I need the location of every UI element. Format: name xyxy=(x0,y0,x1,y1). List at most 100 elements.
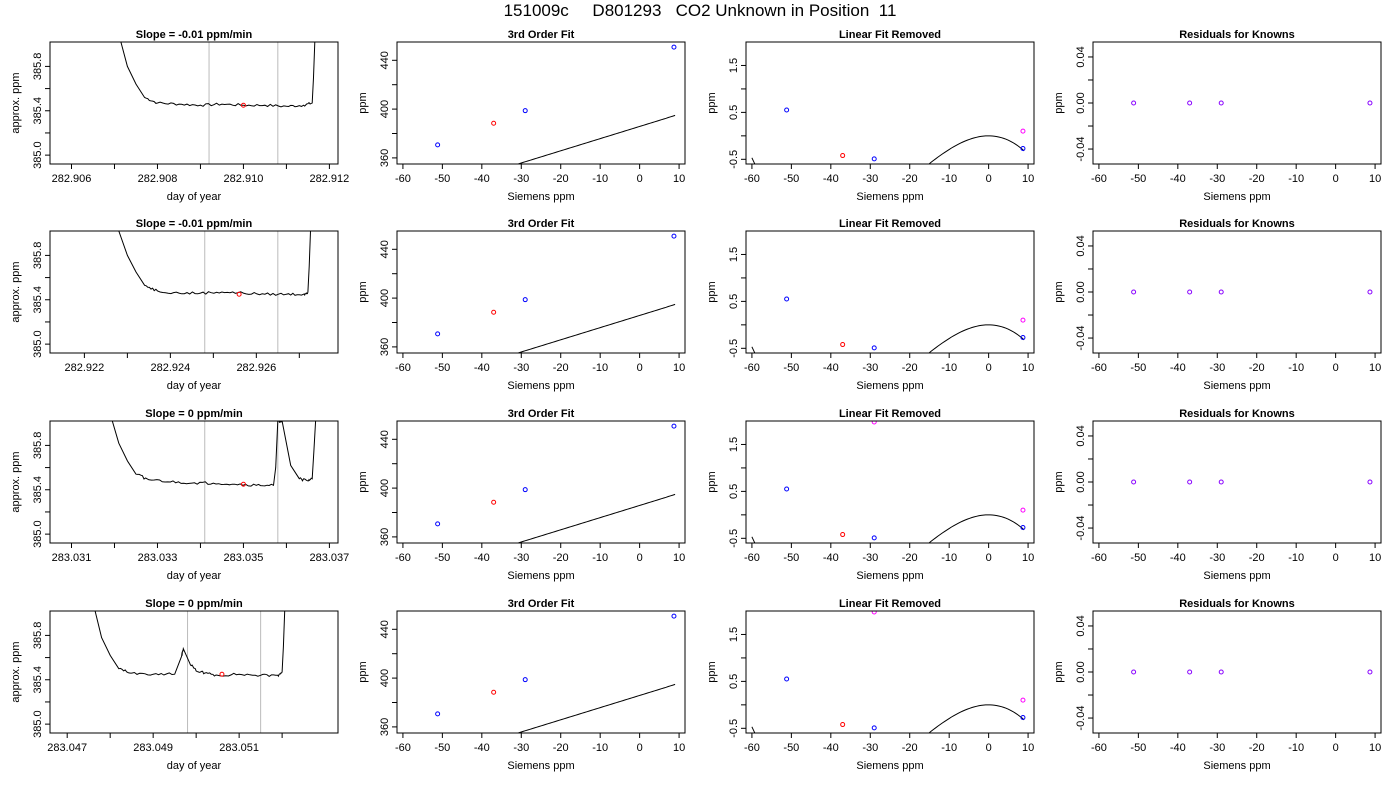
x-tick-label: 10 xyxy=(673,362,685,374)
panel-residuals-4: Residuals for Knowns -60 -50 -40 -30 -20 -10 0 1… xyxy=(1053,598,1382,772)
data-point xyxy=(840,153,846,159)
data-point xyxy=(671,613,677,619)
plot-area xyxy=(1131,479,1373,485)
x-tick-label: 282.912 xyxy=(310,173,350,185)
x-tick-label: -10 xyxy=(941,173,957,185)
x-tick-label: 10 xyxy=(673,742,685,754)
x-tick-label: -60 xyxy=(395,742,411,754)
panel-residuals-2: Residuals for Knowns -60 -50 -40 -30 -20 -10 0 1… xyxy=(1053,218,1382,392)
plot-area xyxy=(751,421,1026,543)
x-axis-label: Siemens ppm xyxy=(507,570,574,582)
y-tick-label: 0.04 xyxy=(1075,46,1087,67)
y-axis-label: ppm xyxy=(357,471,369,492)
x-tick-label: -10 xyxy=(592,742,608,754)
x-tick-label: -10 xyxy=(941,362,957,374)
series-line xyxy=(120,42,316,108)
fit-curve xyxy=(516,114,676,164)
y-axis-label: ppm xyxy=(706,281,718,302)
data-point xyxy=(871,421,877,425)
plot-area xyxy=(435,613,677,733)
data-point xyxy=(240,102,246,108)
plot-area xyxy=(1131,669,1373,675)
panel-timeseries-1: Slope = -0.01 ppm/min 282.906 282.908 282.9… xyxy=(10,29,349,203)
x-tick-label: -20 xyxy=(1249,173,1265,185)
x-tick-label: 10 xyxy=(1022,742,1034,754)
panel-fit-3: 3rd Order Fit -60 -50 -40 -30 -20 -10 0 10 360 400… xyxy=(357,408,686,582)
x-tick-label: 10 xyxy=(1369,173,1381,185)
data-point xyxy=(1187,669,1193,675)
x-tick-label: -40 xyxy=(1170,362,1186,374)
x-tick-label: 0 xyxy=(986,742,992,754)
y-tick-label: 0.04 xyxy=(1075,425,1087,446)
plot-area xyxy=(1131,100,1373,106)
data-point xyxy=(671,44,677,50)
panel-fit-2: 3rd Order Fit -60 -50 -40 -30 -20 -10 0 10 360 400… xyxy=(357,218,686,392)
panel-title: Slope = 0 ppm/min xyxy=(145,408,243,420)
x-tick-label: -60 xyxy=(1091,173,1107,185)
x-tick-label: -50 xyxy=(434,552,450,564)
x-tick-label: -40 xyxy=(823,173,839,185)
plot-area xyxy=(751,296,1026,353)
plot-frame xyxy=(745,610,1035,734)
x-tick-label: 282.910 xyxy=(224,173,264,185)
x-tick-label: -50 xyxy=(783,742,799,754)
x-axis-label: Siemens ppm xyxy=(856,380,923,392)
y-tick-label: 0.5 xyxy=(728,484,740,499)
data-point xyxy=(671,423,677,429)
data-point xyxy=(1131,100,1137,106)
x-tick-label: 283.031 xyxy=(52,552,92,564)
data-point xyxy=(236,291,242,297)
x-tick-label: -40 xyxy=(823,742,839,754)
panel-timeseries-2: Slope = -0.01 ppm/min 282.922 282.924 282.9… xyxy=(10,218,339,392)
x-tick-label: 10 xyxy=(1022,552,1034,564)
x-tick-label: -10 xyxy=(941,742,957,754)
x-tick-label: -40 xyxy=(474,173,490,185)
panel-title: 3rd Order Fit xyxy=(508,408,575,420)
y-tick-label: 385.8 xyxy=(32,53,44,81)
x-tick-label: 282.906 xyxy=(52,173,92,185)
x-tick-label: -60 xyxy=(395,362,411,374)
y-tick-label: 385.0 xyxy=(32,330,44,358)
data-point xyxy=(840,342,846,348)
data-point xyxy=(1020,697,1026,703)
x-tick-label: -20 xyxy=(902,173,918,185)
data-point xyxy=(1218,479,1224,485)
y-tick-label: 0.04 xyxy=(1075,615,1087,636)
data-point xyxy=(522,677,528,683)
panel-timeseries-3: Slope = 0 ppm/min 283.031 283.033 283.035 28… xyxy=(10,408,349,582)
data-point xyxy=(1131,289,1137,295)
x-tick-label: -20 xyxy=(553,173,569,185)
plot-frame xyxy=(1092,230,1382,354)
y-tick-label: 0.00 xyxy=(1075,281,1087,302)
x-tick-label: -30 xyxy=(1209,552,1225,564)
x-tick-label: -20 xyxy=(1249,552,1265,564)
data-point xyxy=(435,521,441,527)
y-tick-label: 1.5 xyxy=(728,58,740,73)
data-point xyxy=(219,671,225,677)
y-tick-label: -0.04 xyxy=(1075,515,1087,540)
plot-frame xyxy=(396,610,686,734)
y-tick-label: -0.5 xyxy=(728,150,740,169)
x-tick-label: 10 xyxy=(673,552,685,564)
x-tick-label: 10 xyxy=(1022,173,1034,185)
y-tick-label: 0.00 xyxy=(1075,661,1087,682)
x-tick-label: 0 xyxy=(1333,552,1339,564)
y-tick-label: 440 xyxy=(379,430,391,448)
panel-linear-removed-2: Linear Fit Removed -60 -50 -40 -30 -20 -10 0 10 -… xyxy=(706,218,1035,392)
data-point xyxy=(1020,525,1026,531)
plot-frame xyxy=(745,420,1035,544)
panel-linear-removed-4: Linear Fit Removed -60 -50 -40 -30 -20 -10 0 10 -… xyxy=(706,598,1035,772)
data-point xyxy=(871,345,877,351)
x-tick-label: 0 xyxy=(637,552,643,564)
x-tick-label: -50 xyxy=(783,552,799,564)
plot-frame xyxy=(396,420,686,544)
x-tick-label: 283.035 xyxy=(224,552,264,564)
x-tick-label: -20 xyxy=(902,552,918,564)
x-tick-label: -50 xyxy=(434,362,450,374)
y-tick-label: 0.5 xyxy=(728,674,740,689)
panel-title: 3rd Order Fit xyxy=(508,218,575,230)
y-tick-label: 400 xyxy=(379,100,391,118)
y-tick-label: 440 xyxy=(379,620,391,638)
x-tick-label: -30 xyxy=(1209,173,1225,185)
